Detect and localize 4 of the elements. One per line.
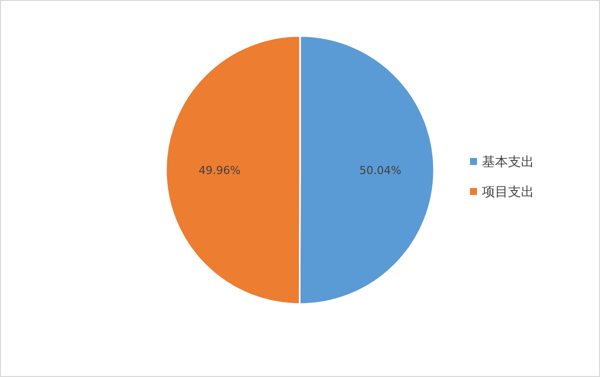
legend-label: 基本支出	[482, 155, 534, 170]
data-label: 50.04%	[359, 164, 402, 178]
data-label: 49.96%	[198, 164, 241, 177]
legend-label: 项目支出	[482, 185, 534, 200]
